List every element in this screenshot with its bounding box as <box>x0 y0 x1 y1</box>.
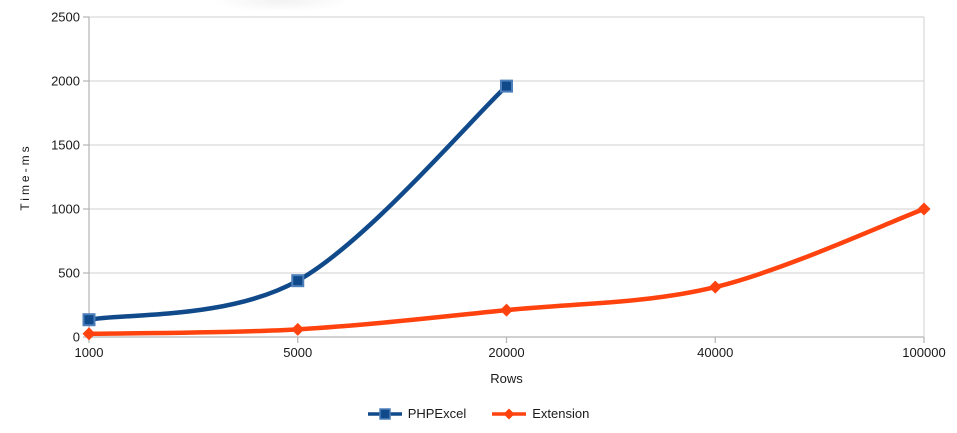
y-tick-label-0: 0 <box>73 330 80 345</box>
y-tick-label-500: 500 <box>58 266 80 281</box>
legend-item-phpexcel: PHPExcel <box>367 406 467 421</box>
legend-swatch-Extension <box>503 408 515 419</box>
y-tick-label-1000: 1000 <box>51 202 80 217</box>
marker-diamond-Extension <box>917 202 931 216</box>
x-tick-label-40000: 40000 <box>697 345 733 360</box>
x-axis-title: Rows <box>490 371 523 386</box>
legend-marker-phpexcel-icon <box>367 407 402 420</box>
legend-label-phpexcel: PHPExcel <box>407 406 467 421</box>
y-tick-label-2000: 2000 <box>51 74 80 89</box>
marker-diamond-Extension <box>82 327 96 341</box>
x-tick-label-1000: 1000 <box>75 345 104 360</box>
marker-diamond-Extension <box>291 322 305 336</box>
x-tick-label-5000: 5000 <box>283 345 312 360</box>
legend-swatch-PHPExcel <box>378 407 391 420</box>
legend-marker-extension-icon <box>492 408 527 419</box>
x-tick-label-100000: 100000 <box>902 345 945 360</box>
y-tick-label-2500: 2500 <box>51 10 80 25</box>
legend-label-extension: Extension <box>532 406 590 421</box>
marker-square-PHPExcel <box>82 313 96 327</box>
marker-diamond-Extension <box>500 303 513 317</box>
marker-square-PHPExcel <box>500 79 513 93</box>
legend: PHPExcel Extension <box>0 406 957 421</box>
y-tick-label-1500: 1500 <box>51 138 80 153</box>
x-tick-label-20000: 20000 <box>488 345 524 360</box>
y-axis-title: Time-ms <box>18 143 32 211</box>
marker-diamond-Extension <box>708 280 722 294</box>
marker-square-PHPExcel <box>291 274 305 288</box>
legend-item-extension: Extension <box>492 406 589 421</box>
